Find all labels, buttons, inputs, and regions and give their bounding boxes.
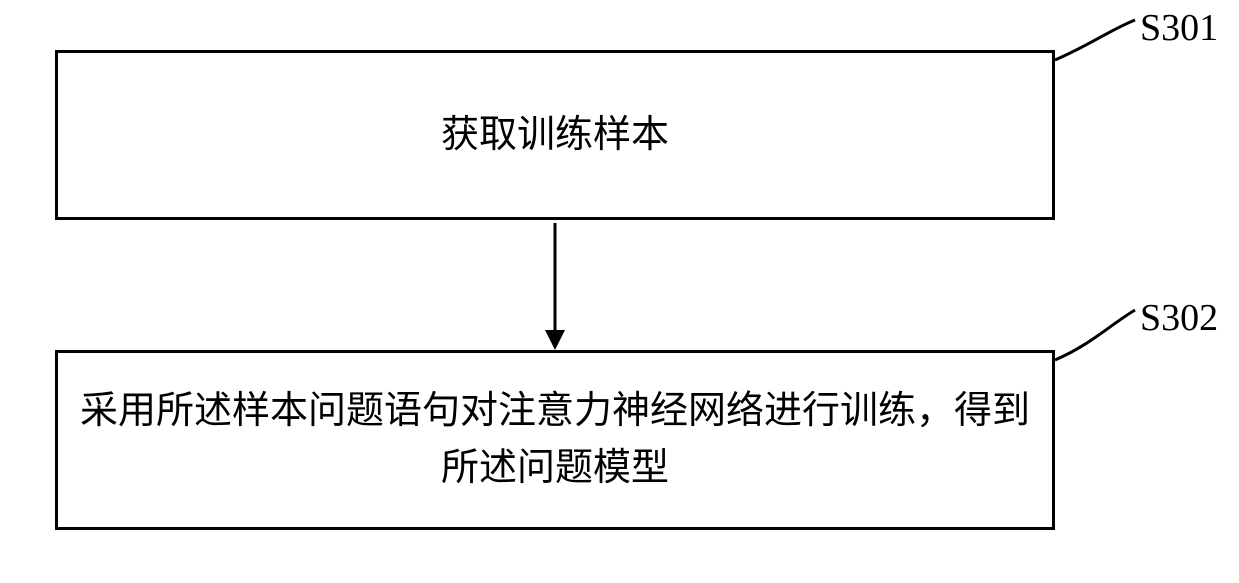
leader-line-s302 [0, 0, 1239, 583]
step-label-s302: S302 [1140, 296, 1218, 340]
flowchart-canvas: 获取训练样本 S301 采用所述样本问题语句对注意力神经网络进行训练，得到所述问… [0, 0, 1239, 583]
